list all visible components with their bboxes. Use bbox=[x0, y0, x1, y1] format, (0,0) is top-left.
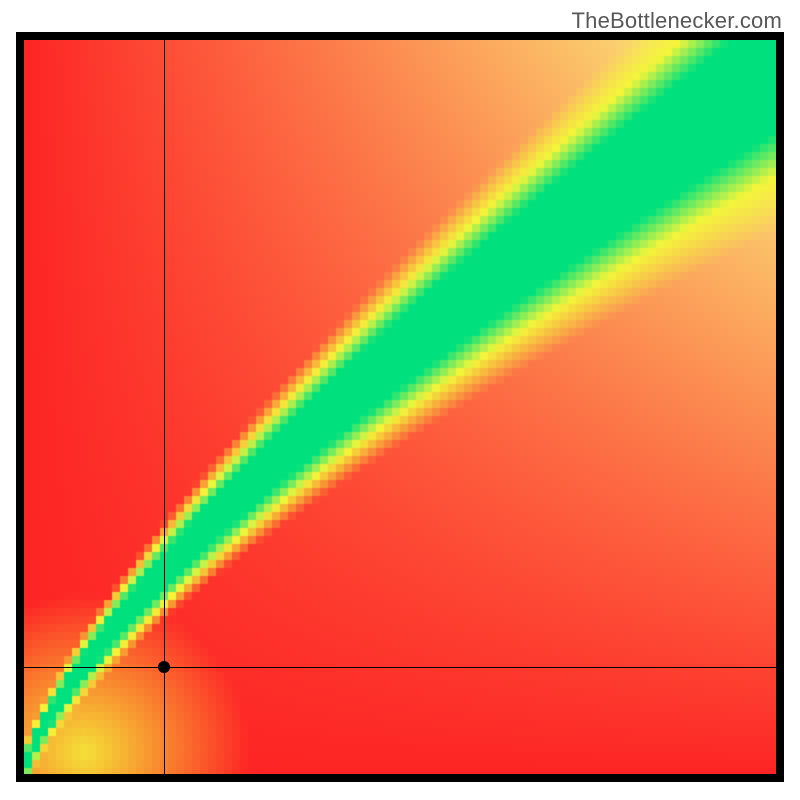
chart-frame bbox=[16, 32, 784, 782]
watermark-text: TheBottlenecker.com bbox=[572, 8, 782, 34]
crosshair-horizontal bbox=[24, 667, 776, 668]
focal-point-dot bbox=[158, 661, 170, 673]
